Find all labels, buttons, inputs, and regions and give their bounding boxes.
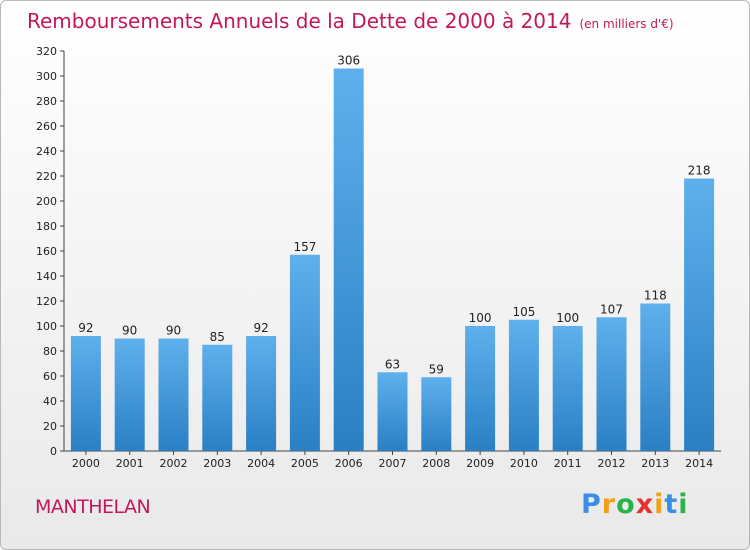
bar [596, 317, 627, 451]
x-tick-label: 2010 [510, 457, 538, 470]
y-tick-label: 280 [36, 95, 57, 108]
x-tick-label: 2003 [203, 457, 231, 470]
bar [158, 338, 189, 451]
y-tick-label: 220 [36, 170, 57, 183]
chart-title-unit: (en milliers d'€) [579, 17, 674, 31]
data-label: 105 [512, 305, 535, 319]
x-tick-label: 2009 [466, 457, 494, 470]
y-tick-label: 120 [36, 295, 57, 308]
y-tick-label: 100 [36, 320, 57, 333]
data-label: 306 [337, 54, 360, 68]
data-label: 90 [122, 324, 137, 338]
bar [246, 336, 277, 451]
x-tick-label: 2013 [641, 457, 669, 470]
data-label: 59 [429, 362, 444, 376]
data-label: 92 [253, 321, 268, 335]
y-tick-label: 0 [50, 445, 57, 458]
bar [70, 336, 101, 451]
bar-chart: 0 20 40 60 80 100 120 140 160 180 200 220 240 260 280 3… [36, 45, 721, 470]
x-tick-label: 2005 [291, 457, 319, 470]
x-tick-label: 2002 [160, 457, 188, 470]
x-tick-label: 2012 [598, 457, 626, 470]
y-tick-label: 180 [36, 220, 57, 233]
data-label: 92 [78, 321, 93, 335]
chart-title-main: Remboursements Annuels de la Dette de 20… [27, 9, 572, 33]
y-tick-label: 240 [36, 145, 57, 158]
y-tick-label: 160 [36, 245, 57, 258]
bar [421, 377, 452, 451]
logo-letter: r [601, 489, 617, 520]
y-tick-label: 140 [36, 270, 57, 283]
x-tick-label: 2007 [379, 457, 407, 470]
logo-letter: i [678, 489, 689, 520]
x-tick-label: 2011 [554, 457, 582, 470]
data-label: 85 [210, 330, 225, 344]
data-label: 90 [166, 324, 181, 338]
bar [202, 344, 233, 451]
data-label: 218 [688, 164, 711, 178]
y-tick-label: 260 [36, 120, 57, 133]
bar [552, 326, 583, 451]
chart-title: Remboursements Annuels de la Dette de 20… [27, 9, 674, 33]
bar [333, 68, 364, 451]
x-tick-label: 2004 [247, 457, 275, 470]
data-label: 63 [385, 357, 400, 371]
logo-letter: P [581, 489, 602, 520]
y-tick-label: 60 [43, 370, 57, 383]
y-tick-label: 200 [36, 195, 57, 208]
axes: 0 20 40 60 80 100 120 140 160 180 200 220 240 260 280 3… [36, 45, 721, 470]
data-label: 100 [469, 311, 492, 325]
y-tick-label: 300 [36, 70, 57, 83]
y-tick-label: 320 [36, 45, 57, 58]
y-tick-label: 20 [43, 420, 57, 433]
bar [640, 303, 671, 451]
bar [114, 338, 145, 451]
bar [684, 178, 715, 451]
bar [377, 372, 408, 451]
bar [465, 326, 496, 451]
x-tick-label: 2014 [685, 457, 713, 470]
y-tick-label: 40 [43, 395, 57, 408]
x-tick-label: 2008 [422, 457, 450, 470]
proxiti-logo: Proxiti [581, 489, 689, 520]
bar [508, 319, 539, 451]
commune-name: MANTHELAN [35, 496, 151, 518]
x-tick-label: 2000 [72, 457, 100, 470]
data-label: 157 [293, 240, 316, 254]
logo-letter: o [616, 489, 636, 520]
logo-letter: t [664, 489, 679, 520]
logo-letter: i [654, 489, 665, 520]
bars: 92 90 90 85 92 157 306 63 59 100 105 100 107 118 218 [70, 54, 715, 451]
logo-letter: x [635, 489, 655, 520]
x-tick-label: 2001 [116, 457, 144, 470]
data-label: 118 [644, 289, 667, 303]
y-tick-label: 80 [43, 345, 57, 358]
data-label: 107 [600, 302, 623, 316]
x-tick-label: 2006 [335, 457, 363, 470]
data-label: 100 [556, 311, 579, 325]
bar [289, 254, 320, 451]
